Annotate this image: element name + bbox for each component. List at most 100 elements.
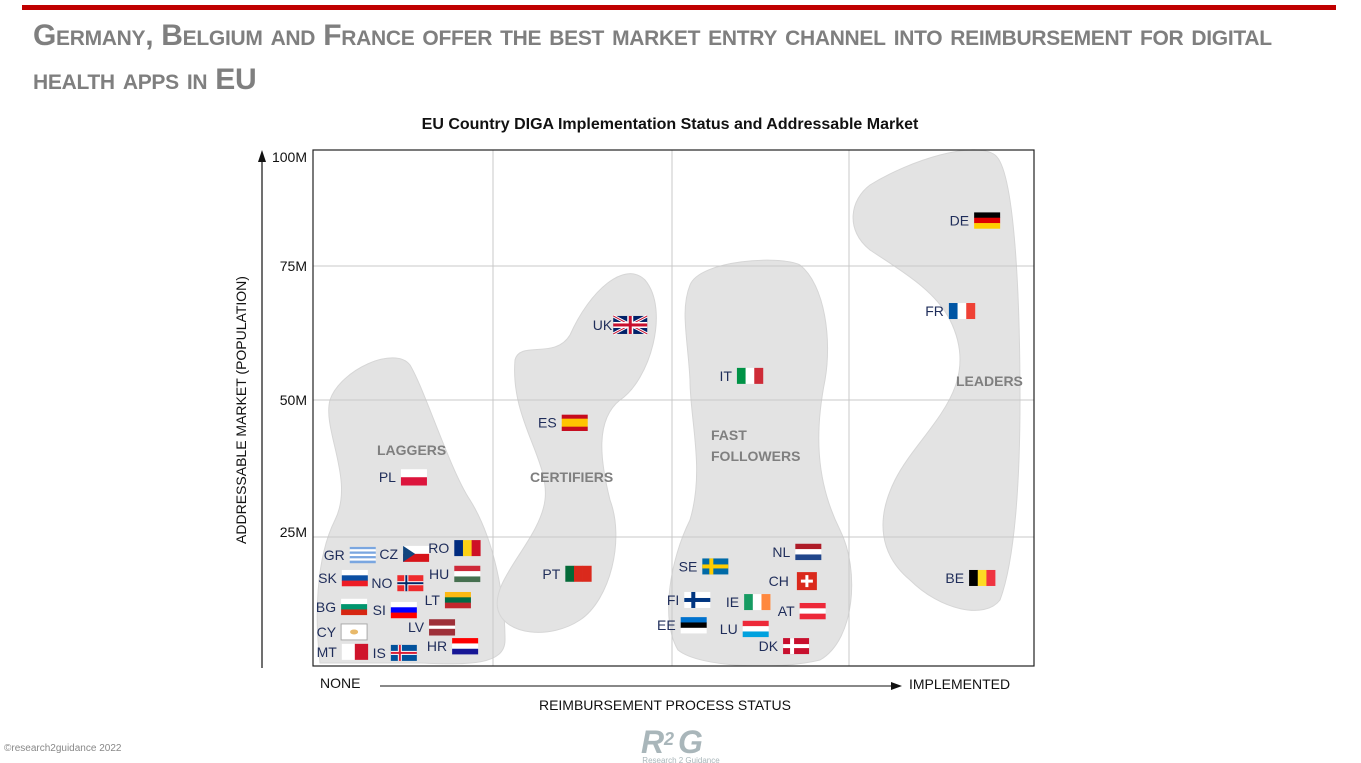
x-end-label: IMPLEMENTED (909, 676, 1011, 692)
group-label: CERTIFIERS (530, 469, 613, 485)
group-blobs (316, 149, 1021, 667)
point-gr: GR (324, 546, 376, 564)
point-mt: MT (317, 643, 369, 660)
point-label: SE (679, 558, 698, 574)
point-label: PT (542, 566, 560, 582)
flag-icon (702, 558, 729, 575)
accent-bar (22, 5, 1336, 10)
flag-icon (565, 565, 592, 582)
point-hr: HR (427, 638, 479, 655)
flag-icon (742, 620, 769, 638)
points: DE FR BE UK ES PT IT SE NL CH IE FI AT EE LU DK PL GR CZ RO… (316, 212, 1001, 661)
flag-icon (561, 414, 588, 431)
flag-icon (799, 602, 826, 620)
point-at: AT (778, 602, 826, 620)
flag-icon (349, 546, 376, 564)
flag-icon (341, 598, 368, 616)
flag-icon (452, 638, 479, 655)
point-no: NO (371, 575, 424, 592)
point-uk: UK (593, 314, 648, 336)
point-label: EE (657, 617, 676, 633)
group-label: LAGGERS (377, 442, 446, 458)
flag-icon (454, 540, 481, 557)
point-label: IE (726, 594, 739, 610)
point-label: HR (427, 638, 447, 654)
point-label: SI (373, 602, 386, 618)
point-it: IT (719, 367, 764, 384)
flag-icon (974, 212, 1001, 229)
point-is: IS (373, 644, 417, 661)
point-label: FI (667, 592, 679, 608)
group-label: FOLLOWERS (711, 448, 800, 464)
point-ro: RO (428, 540, 481, 557)
point-pl: PL (379, 469, 427, 486)
flag-icon (341, 569, 368, 587)
point-es: ES (538, 414, 588, 431)
point-label: NO (371, 575, 392, 591)
svg-text:2: 2 (663, 729, 674, 749)
y-tick-label: 75M (280, 258, 307, 274)
y-tick-label: 100M (272, 149, 307, 165)
r2g-logo: R 2 G Research 2 Guidance (641, 724, 720, 763)
point-label: IS (373, 645, 386, 661)
flag-icon (795, 543, 822, 561)
svg-text:R: R (641, 724, 664, 760)
flag-icon (341, 643, 369, 660)
certifiers-blob (496, 273, 657, 633)
point-label: CY (317, 624, 337, 640)
x-axis-arrow (380, 682, 902, 690)
y-ticks: 100M 75M 50M 25M (272, 149, 307, 540)
point-label: LT (425, 592, 441, 608)
laggers-blob (316, 357, 506, 665)
gridlines (313, 150, 1034, 666)
point-ie: IE (726, 594, 771, 611)
point-ee: EE (657, 617, 707, 634)
x-axis-label: REIMBURSEMENT PROCESS STATUS (538, 697, 792, 713)
point-label: UK (593, 317, 613, 333)
point-hu: HU (429, 565, 481, 583)
point-label: PL (379, 469, 396, 485)
point-label: SK (318, 570, 337, 586)
group-label: LEADERS (956, 373, 1023, 389)
point-cy: CY (317, 623, 368, 641)
flag-icon (454, 565, 481, 583)
point-label: CZ (379, 546, 398, 562)
svg-text:Research 2 Guidance: Research 2 Guidance (642, 756, 720, 763)
flag-icon (390, 601, 417, 619)
y-tick-label: 50M (280, 392, 307, 408)
svg-text:G: G (678, 724, 703, 760)
flag-icon (969, 569, 996, 586)
point-lu: LU (720, 620, 769, 638)
flag-icon (429, 619, 456, 636)
point-se: SE (679, 558, 729, 575)
x-start-label: NONE (320, 675, 361, 691)
point-cz: CZ (379, 545, 430, 562)
flag-icon (680, 617, 707, 634)
y-axis (258, 150, 266, 668)
flag-icon (783, 638, 810, 655)
point-label: DE (950, 212, 969, 228)
point-label: HU (429, 566, 449, 582)
y-tick-label: 25M (280, 524, 307, 540)
chart-title: EU Country DIGA Implementation Status an… (421, 116, 919, 133)
point-bg: BG (316, 598, 368, 616)
point-label: ES (538, 415, 557, 431)
point-si: SI (373, 601, 417, 619)
point-lt: LT (425, 591, 471, 609)
point-fi: FI (667, 591, 711, 608)
point-label: BE (945, 570, 964, 586)
point-label: RO (428, 540, 449, 556)
plot-border (312, 149, 1035, 667)
point-sk: SK (318, 569, 368, 587)
point-label: IT (719, 368, 732, 384)
point-label: NL (772, 544, 790, 560)
point-label: MT (317, 644, 338, 660)
flag-icon (744, 594, 771, 611)
point-label: FR (925, 303, 944, 319)
group-label: FAST (711, 427, 747, 443)
flag-icon (444, 591, 471, 609)
point-be: BE (945, 569, 996, 586)
flag-icon (612, 314, 648, 336)
point-label: DK (759, 638, 779, 654)
flag-icon (796, 572, 817, 591)
